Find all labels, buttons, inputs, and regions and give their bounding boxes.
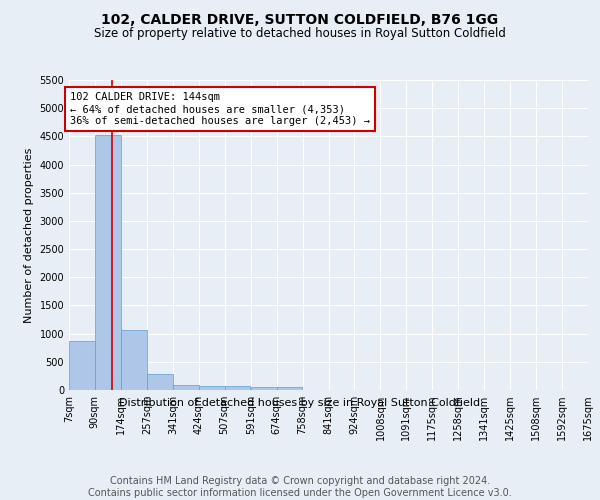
Bar [199, 386, 224, 390]
Text: Size of property relative to detached houses in Royal Sutton Coldfield: Size of property relative to detached ho… [94, 28, 506, 40]
Text: 102, CALDER DRIVE, SUTTON COLDFIELD, B76 1GG: 102, CALDER DRIVE, SUTTON COLDFIELD, B76… [101, 12, 499, 26]
Bar [173, 384, 199, 390]
Bar [147, 374, 173, 390]
Bar [121, 330, 147, 390]
Bar [69, 341, 95, 390]
Text: 102 CALDER DRIVE: 144sqm
← 64% of detached houses are smaller (4,353)
36% of sem: 102 CALDER DRIVE: 144sqm ← 64% of detach… [70, 92, 370, 126]
Bar [95, 134, 121, 390]
Y-axis label: Number of detached properties: Number of detached properties [24, 148, 34, 322]
Bar [277, 388, 302, 390]
Text: Distribution of detached houses by size in Royal Sutton Coldfield: Distribution of detached houses by size … [119, 398, 481, 407]
Bar [251, 387, 277, 390]
Text: Contains HM Land Registry data © Crown copyright and database right 2024.
Contai: Contains HM Land Registry data © Crown c… [88, 476, 512, 498]
Bar [224, 386, 250, 390]
